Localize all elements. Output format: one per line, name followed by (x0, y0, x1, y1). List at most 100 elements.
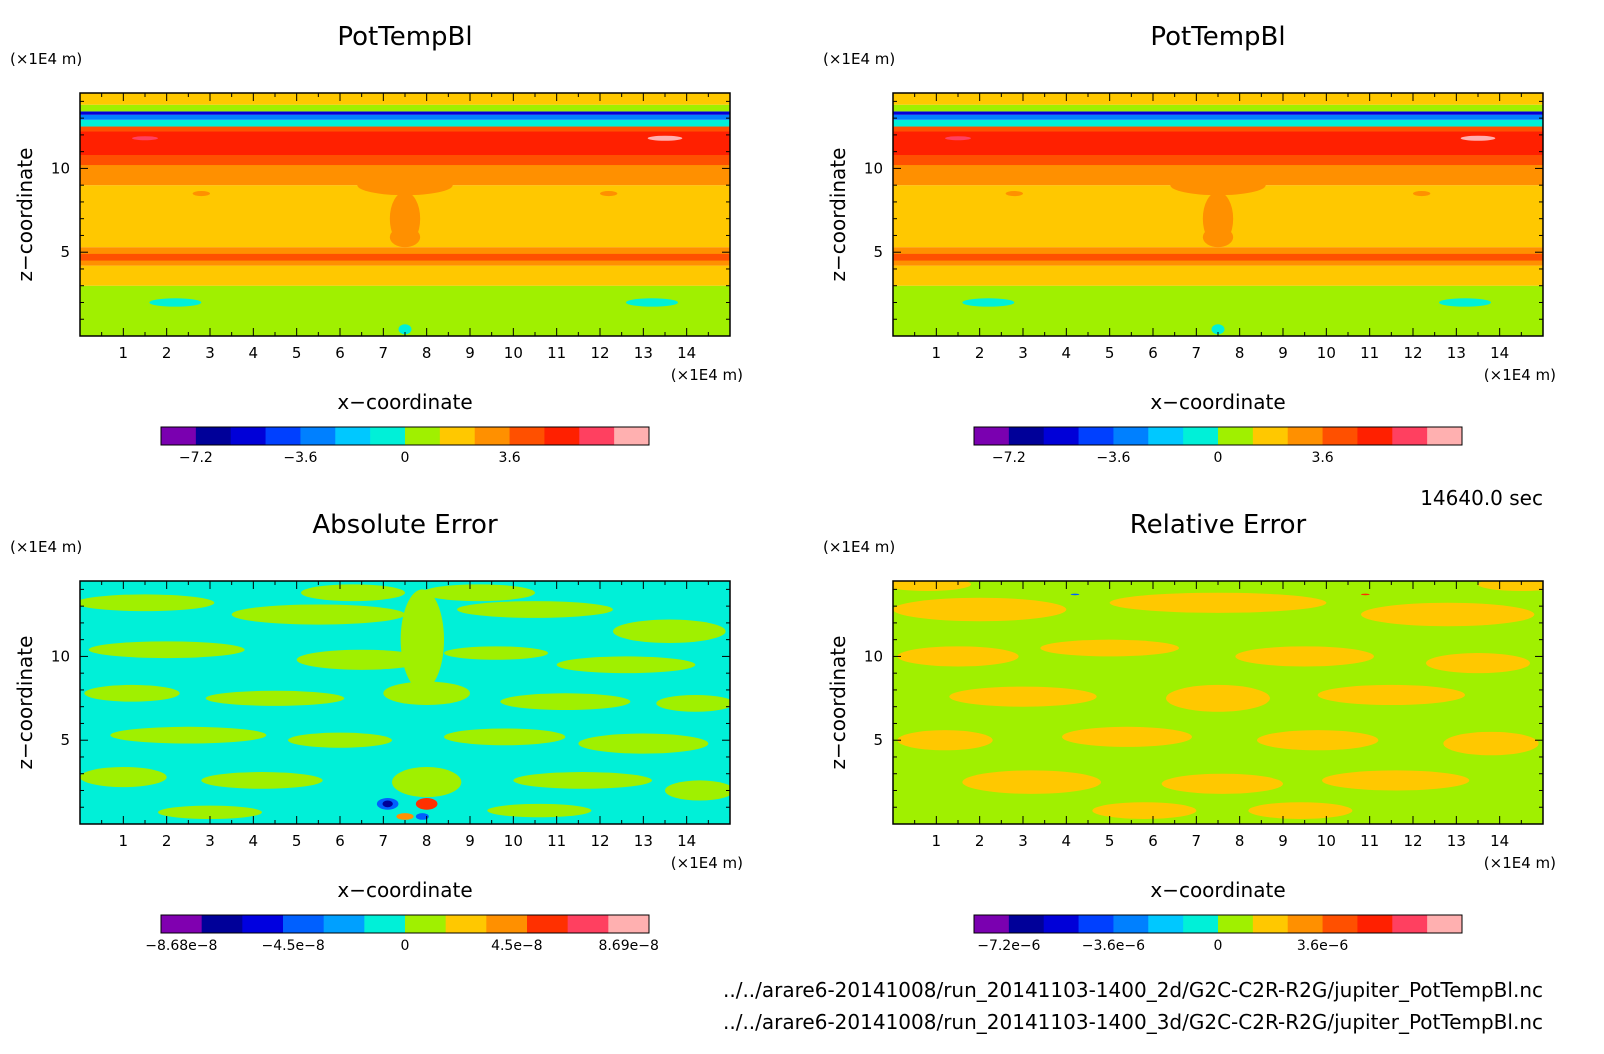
colorbar-swatch (1183, 915, 1219, 933)
contour-band-lower (893, 265, 1543, 286)
contour-cold-pool-right (1439, 298, 1491, 307)
colorbar-swatch (1427, 915, 1463, 933)
x-tick-label: 11 (1360, 344, 1379, 362)
colorbar: −7.2 −3.6 0 3.6 (160, 426, 650, 466)
contour-band-cool (80, 119, 730, 127)
colorbar-swatch (1252, 427, 1289, 445)
contour-cold-pool-left (149, 298, 202, 307)
colorbar-swatch (370, 427, 406, 445)
contour-patch-15 (962, 770, 1101, 794)
contour-patch-9 (1166, 684, 1270, 712)
colorbar-swatch (974, 915, 1010, 933)
colorbar-frame (973, 914, 1463, 934)
colorbar-tick-label: −3.6 (1096, 450, 1130, 466)
colorbar-swatch (195, 427, 232, 445)
x-tick-label: 4 (249, 344, 259, 362)
colorbar-tick-label: −7.2e−6 (977, 938, 1040, 954)
colorbar-swatch (1322, 915, 1358, 933)
colorbar-tick-label: −7.2 (992, 450, 1026, 466)
contour-patch-1 (893, 597, 1067, 622)
x-tick-label: 8 (422, 832, 432, 850)
contour-band-top-green (80, 104, 730, 112)
contour-patch-3 (1361, 602, 1535, 627)
chart-panel-4: Relative Error(×1E4 m)1 2 3 4 5 6 7 8 9 10 11 12 13 1… (823, 510, 1556, 954)
x-tick-label: 11 (547, 832, 566, 850)
colorbar-swatch (1043, 915, 1080, 933)
colorbar-swatch (1113, 427, 1149, 445)
colorbar-swatch (161, 915, 203, 933)
y-unit-label: (×1E4 m) (823, 50, 895, 68)
colorbar-tick-label: −7.2 (179, 450, 213, 466)
colorbar-frame (973, 426, 1463, 446)
x-tick-label: 3 (205, 832, 215, 850)
x-tick-label: 4 (249, 832, 259, 850)
contour-positive-blob (415, 798, 438, 810)
y-tick-label: 5 (60, 243, 70, 261)
x-tick-label: 2 (162, 344, 172, 362)
x-unit-label: (×1E4 m) (1484, 854, 1556, 872)
x-tick-label: 14 (1490, 344, 1509, 362)
contour-patch-9 (84, 684, 180, 702)
contour-positive-small (396, 813, 414, 820)
contour-cold-pool-right (626, 298, 678, 307)
contour-warm-spot (1460, 135, 1496, 141)
colorbar-swatch (1357, 915, 1393, 933)
chart-panel-3: Absolute Error(×1E4 m)1 2 3 4 5 6 7 8 9 10 11 12 13 1… (10, 510, 743, 954)
colorbar-swatch (1392, 915, 1428, 933)
contour-negative-core (382, 800, 393, 808)
contour-patch-left (192, 191, 210, 197)
x-tick-label: 10 (504, 832, 523, 850)
colorbar-swatch (439, 427, 476, 445)
colorbar-swatch (1043, 427, 1080, 445)
colorbar-swatch (242, 915, 284, 933)
contour-patch-10 (1317, 684, 1466, 706)
x-tick-label: 1 (932, 832, 942, 850)
contour-patch-2 (231, 604, 405, 625)
colorbar-swatch (1148, 427, 1184, 445)
colorbar-tick-label: 0 (401, 450, 410, 466)
contour-patch-13 (656, 694, 730, 712)
y-axis-label: z−coordinate (826, 148, 850, 282)
contour-band-inversion-core (80, 253, 730, 261)
contour-patch-16 (444, 728, 566, 746)
contour-patch-22 (665, 780, 730, 801)
colorbar-swatch (1427, 427, 1463, 445)
colorbar-swatch (1252, 915, 1289, 933)
x-tick-label: 3 (1018, 832, 1028, 850)
chart-panel-1: PotTempBl(×1E4 m)1 2 3 4 5 6 7 8 9 10 11 12 13 14510(… (10, 22, 743, 466)
colorbar-tick-label: 3.6 (498, 450, 520, 466)
x-tick-label: 1 (932, 344, 942, 362)
contour-patch-6 (1235, 646, 1374, 667)
chart-title: PotTempBl (337, 22, 472, 52)
x-tick-label: 6 (335, 832, 345, 850)
y-tick-label: 10 (864, 647, 883, 665)
colorbar-swatch (201, 915, 243, 933)
contour-patch-17 (578, 733, 709, 754)
contour-patch-1 (80, 594, 215, 612)
contour-negative-dot (1070, 593, 1080, 596)
y-tick-label: 10 (51, 159, 70, 177)
colorbar-swatch (614, 427, 650, 445)
x-tick-label: 13 (1447, 832, 1466, 850)
contour-band-coldest (80, 111, 730, 115)
contour-band-inversion-core (893, 253, 1543, 261)
colorbar-swatch (1357, 427, 1393, 445)
contour-warm-spot (647, 135, 683, 141)
x-tick-label: 14 (677, 832, 696, 850)
colorbar-swatch (1392, 427, 1428, 445)
colorbar: −7.2 −3.6 0 3.6 (973, 426, 1463, 466)
contour-patch-7 (444, 646, 548, 660)
contour-negative-small (415, 813, 429, 820)
x-tick-label: 7 (1192, 344, 1202, 362)
colorbar-swatch (509, 427, 545, 445)
y-unit-label: (×1E4 m) (10, 50, 82, 68)
contour-positive-dot (1361, 593, 1370, 596)
contour-patch-11 (383, 681, 470, 706)
y-axis-label: z−coordinate (826, 636, 850, 770)
contour-cold-pool-left (962, 298, 1015, 307)
contour-plume-root (357, 175, 453, 196)
contour-band-cold (80, 114, 730, 120)
colorbar-frame (160, 914, 650, 934)
y-tick-label: 10 (864, 159, 883, 177)
